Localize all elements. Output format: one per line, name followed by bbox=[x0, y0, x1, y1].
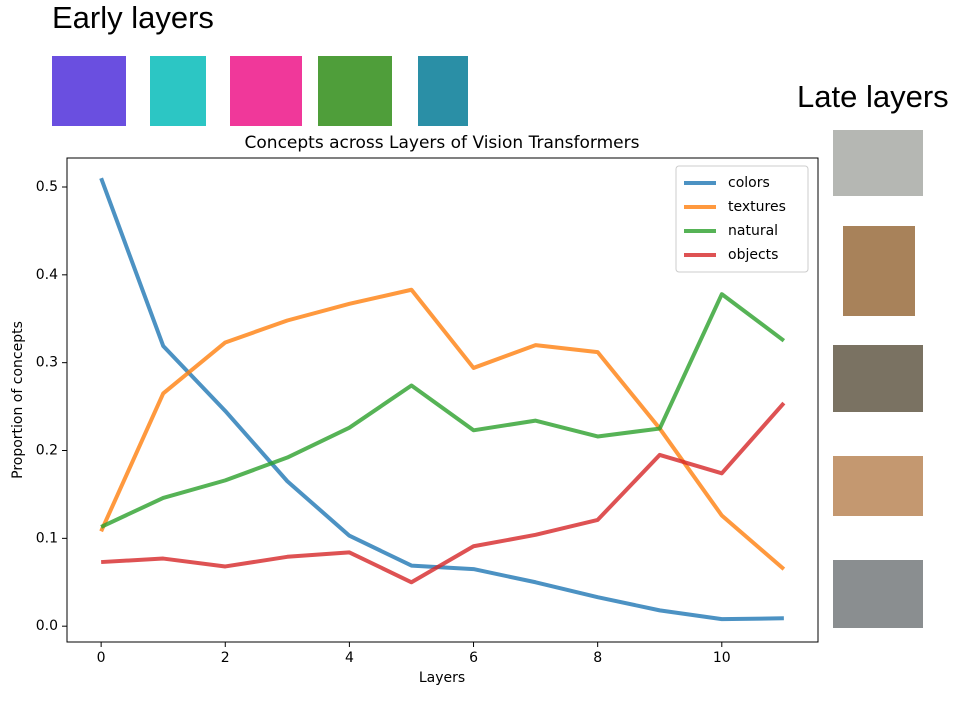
series-line bbox=[99, 177, 784, 622]
x-tick-label: 6 bbox=[469, 650, 478, 666]
late-images bbox=[833, 130, 923, 628]
y-axis-label: Proportion of concepts bbox=[10, 321, 26, 479]
image bbox=[418, 56, 468, 126]
chart-title: Concepts across Layers of Vision Transfo… bbox=[245, 133, 640, 153]
image bbox=[833, 456, 923, 516]
image bbox=[833, 345, 923, 412]
x-tick-label: 4 bbox=[345, 650, 354, 666]
x-axis-label: Layers bbox=[419, 670, 465, 686]
legend-label: objects bbox=[728, 247, 778, 263]
x-tick-label: 8 bbox=[593, 650, 602, 666]
legend-box bbox=[675, 165, 809, 273]
image bbox=[318, 56, 392, 126]
image bbox=[150, 56, 206, 126]
y-tick-label: 0.2 bbox=[36, 443, 58, 459]
y-tick-label: 0.1 bbox=[36, 530, 58, 546]
image bbox=[843, 226, 915, 316]
y-tick-label: 0.4 bbox=[36, 267, 58, 283]
legend-label: natural bbox=[728, 223, 778, 239]
series-line bbox=[99, 287, 786, 571]
image bbox=[833, 130, 923, 196]
y-tick-label: 0.5 bbox=[36, 179, 58, 195]
series-line bbox=[101, 401, 786, 585]
x-tick-label: 10 bbox=[713, 650, 731, 666]
image bbox=[230, 56, 302, 126]
image bbox=[833, 560, 923, 628]
legend-label: colors bbox=[728, 175, 770, 191]
early-label: Early layers bbox=[52, 0, 214, 35]
late-label: Late layers bbox=[797, 79, 949, 114]
y-tick-label: 0.0 bbox=[36, 618, 58, 634]
x-tick-label: 2 bbox=[221, 650, 230, 666]
legend-label: textures bbox=[728, 199, 786, 215]
image bbox=[52, 56, 126, 126]
x-tick-label: 0 bbox=[97, 650, 106, 666]
y-tick-label: 0.3 bbox=[36, 355, 58, 371]
series-line bbox=[100, 292, 786, 529]
plot-frame bbox=[66, 157, 819, 643]
early-images bbox=[52, 56, 468, 126]
